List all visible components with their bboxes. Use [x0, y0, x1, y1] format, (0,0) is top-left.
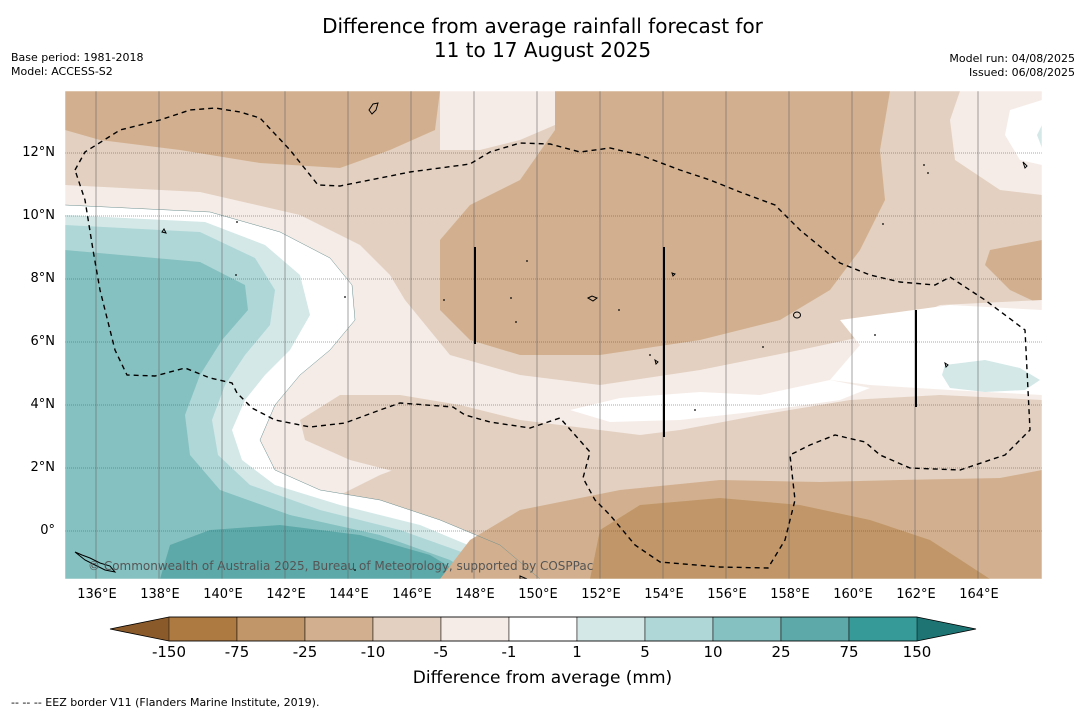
lon-label-150e: 150°E: [518, 587, 558, 602]
colorbar-tick-1: -150: [151, 643, 187, 661]
lat-label-0: 0°: [40, 523, 55, 538]
eez-footnote: -- -- -- EEZ border V11 (Flanders Marine…: [11, 696, 320, 709]
lon-gridlines: [95, 91, 979, 579]
colorbar-tick-6: -1: [501, 643, 517, 661]
colorbar-label: Difference from average (mm): [412, 668, 673, 688]
lat-label-4n: 4°N: [30, 397, 56, 412]
colorbar-cell: [440, 616, 510, 642]
colorbar: [109, 616, 977, 642]
lon-label-152e: 152°E: [581, 587, 621, 602]
lon-label-144e: 144°E: [329, 587, 369, 602]
lat-label-8n: 8°N: [30, 271, 56, 286]
base-period-text: Base period: 1981-2018: [11, 51, 144, 64]
colorbar-tick-12: 150: [902, 643, 932, 661]
lat-label-12n: 12°N: [22, 145, 55, 160]
colorbar-tick-7: 1: [572, 643, 582, 661]
colorbar-tick-2: -75: [224, 643, 250, 661]
issued-text: Issued: 06/08/2025: [968, 66, 1075, 79]
colorbar-cell: [304, 616, 374, 642]
lon-label-138e: 138°E: [140, 587, 180, 602]
lat-gridlines: [65, 152, 1042, 532]
copyright-text: © Commonwealth of Australia 2025, Bureau…: [88, 559, 594, 573]
island-outlines: [74, 102, 1028, 579]
colorbar-tick-11: 75: [839, 643, 859, 661]
lon-label-164e: 164°E: [959, 587, 999, 602]
lon-label-160e: 160°E: [833, 587, 873, 602]
colorbar-tick-9: 10: [703, 643, 723, 661]
colorbar-cell: [236, 616, 306, 642]
model-run-text: Model run: 04/08/2025: [949, 52, 1075, 65]
colorbar-tick-3: -25: [292, 643, 318, 661]
lat-label-6n: 6°N: [30, 334, 56, 349]
colorbar-cell: [576, 616, 646, 642]
map-title-line2: 11 to 17 August 2025: [433, 38, 652, 62]
colorbar-tick-4: -10: [360, 643, 386, 661]
colorbar-extend-low: [110, 617, 169, 641]
map-title-line1: Difference from average rainfall forecas…: [322, 14, 763, 38]
colorbar-tick-5: -5: [433, 643, 449, 661]
lon-label-146e: 146°E: [392, 587, 432, 602]
colorbar-tick-10: 25: [771, 643, 791, 661]
colorbar-cell: [848, 616, 918, 642]
model-text: Model: ACCESS-S2: [11, 65, 113, 78]
lat-label-2n: 2°N: [30, 460, 56, 475]
colorbar-cell: [780, 616, 850, 642]
colorbar-cell: [644, 616, 714, 642]
colorbar-cell: [712, 616, 782, 642]
lon-label-156e: 156°E: [707, 587, 747, 602]
colorbar-extend-high: [917, 617, 976, 641]
colorbar-cell: [168, 616, 238, 642]
lon-label-142e: 142°E: [266, 587, 306, 602]
colorbar-tick-8: 5: [640, 643, 650, 661]
lat-label-10n: 10°N: [22, 208, 55, 223]
lon-label-162e: 162°E: [896, 587, 936, 602]
island-dots: [235, 164, 929, 571]
boundary-lines: [474, 247, 917, 437]
colorbar-cell: [508, 616, 578, 642]
colorbar-cell: [372, 616, 442, 642]
lon-label-148e: 148°E: [455, 587, 495, 602]
lon-label-140e: 140°E: [203, 587, 243, 602]
lon-label-158e: 158°E: [770, 587, 810, 602]
lon-label-136e: 136°E: [77, 587, 117, 602]
lon-label-154e: 154°E: [644, 587, 684, 602]
rainfall-anomaly-field: [65, 91, 1042, 579]
